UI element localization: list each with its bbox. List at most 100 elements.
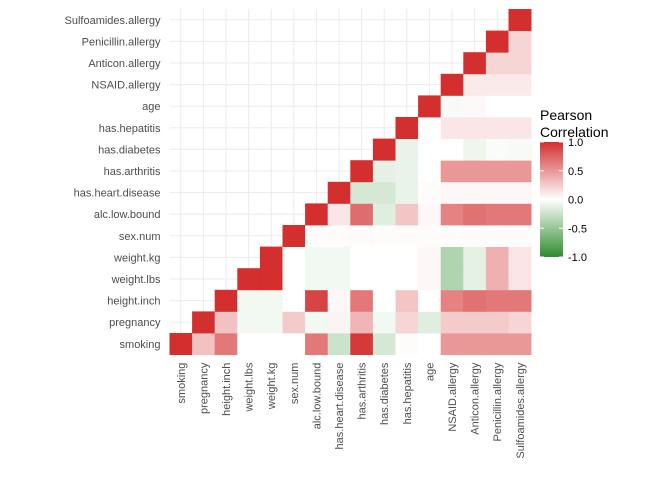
y-axis-labels: smoking pregnancy height.inch weight.lbs wei… (65, 15, 161, 351)
heatmap-cell (440, 138, 464, 161)
heatmap-cell (485, 289, 509, 312)
legend-title: Pearson (540, 107, 592, 123)
heatmap-cell (192, 311, 216, 334)
heatmap-cell (485, 268, 509, 291)
heatmap-cell (395, 117, 419, 139)
heatmap-cell (463, 246, 487, 269)
legend-tick-label: 1.0 (568, 137, 583, 149)
heatmap-cell (440, 333, 464, 355)
heatmap-cell (395, 333, 419, 355)
legend-tick-label: 0.5 (568, 166, 583, 178)
heatmap-cell (305, 311, 329, 334)
heatmap-cell (350, 311, 374, 334)
heatmap-cell (440, 268, 464, 291)
x-tick-label: age (424, 363, 436, 381)
heatmap-cell (508, 52, 532, 75)
heatmap-cell (282, 225, 306, 247)
heatmap-cell (350, 225, 374, 247)
x-tick-label: Anticon.allergy (470, 362, 482, 435)
y-tick-label: has.hepatitis (99, 123, 161, 135)
heatmap-cell (485, 117, 509, 139)
heatmap-cell (259, 333, 283, 355)
heatmap-cell (350, 333, 374, 355)
heatmap-cell (418, 160, 442, 183)
x-tick-label: sex.num (289, 363, 301, 405)
heatmap-cell (485, 73, 509, 96)
heatmap-cell (259, 311, 283, 334)
heatmap-cell (259, 246, 283, 269)
heatmap-cell (372, 203, 396, 226)
y-tick-label: height.inch (107, 296, 160, 308)
heatmap-cell (485, 52, 509, 75)
heatmap-cell (418, 289, 442, 312)
heatmap-cell (327, 246, 351, 269)
y-tick-label: has.heart.disease (74, 188, 161, 200)
heatmap-cell (508, 203, 532, 226)
heatmap-cell (418, 95, 442, 118)
heatmap-cell (327, 289, 351, 312)
heatmap-cell (372, 246, 396, 269)
heatmap-cell (327, 181, 351, 204)
heatmap-cell (508, 30, 532, 53)
heatmap-cell (418, 311, 442, 334)
legend-tick-label: 0.0 (568, 195, 583, 207)
heatmap-cell (508, 138, 532, 161)
heatmap-cell (508, 333, 532, 355)
heatmap-cell (237, 333, 261, 355)
heatmap-cell (418, 246, 442, 269)
y-tick-label: age (142, 101, 160, 113)
x-tick-label: pregnancy (198, 362, 210, 414)
heatmap-cell (508, 95, 532, 118)
heatmap-cell (395, 225, 419, 247)
heatmap-cell (372, 160, 396, 183)
heatmap-cell (237, 268, 261, 291)
legend-tick-label: -0.5 (568, 223, 587, 235)
y-tick-label: has.arthritis (104, 166, 161, 178)
x-tick-label: has.heart.disease (334, 363, 346, 450)
heatmap-cell (214, 333, 238, 355)
heatmap-cell (372, 333, 396, 355)
y-tick-label: weight.kg (113, 252, 160, 264)
y-tick-label: sex.num (119, 231, 161, 243)
heatmap-cell (305, 333, 329, 355)
heatmap-cell (282, 333, 306, 355)
heatmap-cell (372, 138, 396, 161)
heatmap-cell (508, 117, 532, 139)
heatmap-cell (418, 117, 442, 139)
heatmap-cell (463, 311, 487, 334)
y-tick-label: weight.lbs (111, 274, 161, 286)
x-tick-label: has.hepatitis (402, 362, 414, 424)
y-tick-label: smoking (120, 339, 161, 351)
heatmap-cell (508, 160, 532, 183)
heatmap-cell (305, 225, 329, 247)
heatmap-cell (440, 289, 464, 312)
heatmap-cell (463, 181, 487, 204)
x-tick-label: smoking (176, 363, 188, 404)
heatmap-cell (485, 95, 509, 118)
heatmap-cell (463, 138, 487, 161)
heatmap-cell (282, 289, 306, 312)
heatmap-cell (282, 311, 306, 334)
x-tick-label: NSAID.allergy (447, 362, 459, 432)
heatmap-cell (395, 268, 419, 291)
heatmap-cell (372, 181, 396, 204)
heatmap-cell (485, 311, 509, 334)
heatmap-cell (372, 289, 396, 312)
heatmap-cell (214, 289, 238, 312)
heatmap-cell (440, 95, 464, 118)
x-tick-label: Penicillin.allergy (492, 362, 504, 441)
x-tick-label: alc.low.bound (311, 363, 323, 430)
heatmap-cell (327, 268, 351, 291)
heatmap-cell (305, 246, 329, 269)
x-tick-label: weight.lbs (244, 362, 256, 412)
heatmap-cell (282, 268, 306, 291)
legend-colorbar (540, 142, 563, 257)
heatmap-cell (508, 225, 532, 247)
heatmap-cell (259, 268, 283, 291)
heatmap-cell (214, 311, 238, 334)
heatmap-cell (395, 311, 419, 334)
heatmap-cell (305, 268, 329, 291)
y-tick-label: pregnancy (109, 317, 161, 329)
